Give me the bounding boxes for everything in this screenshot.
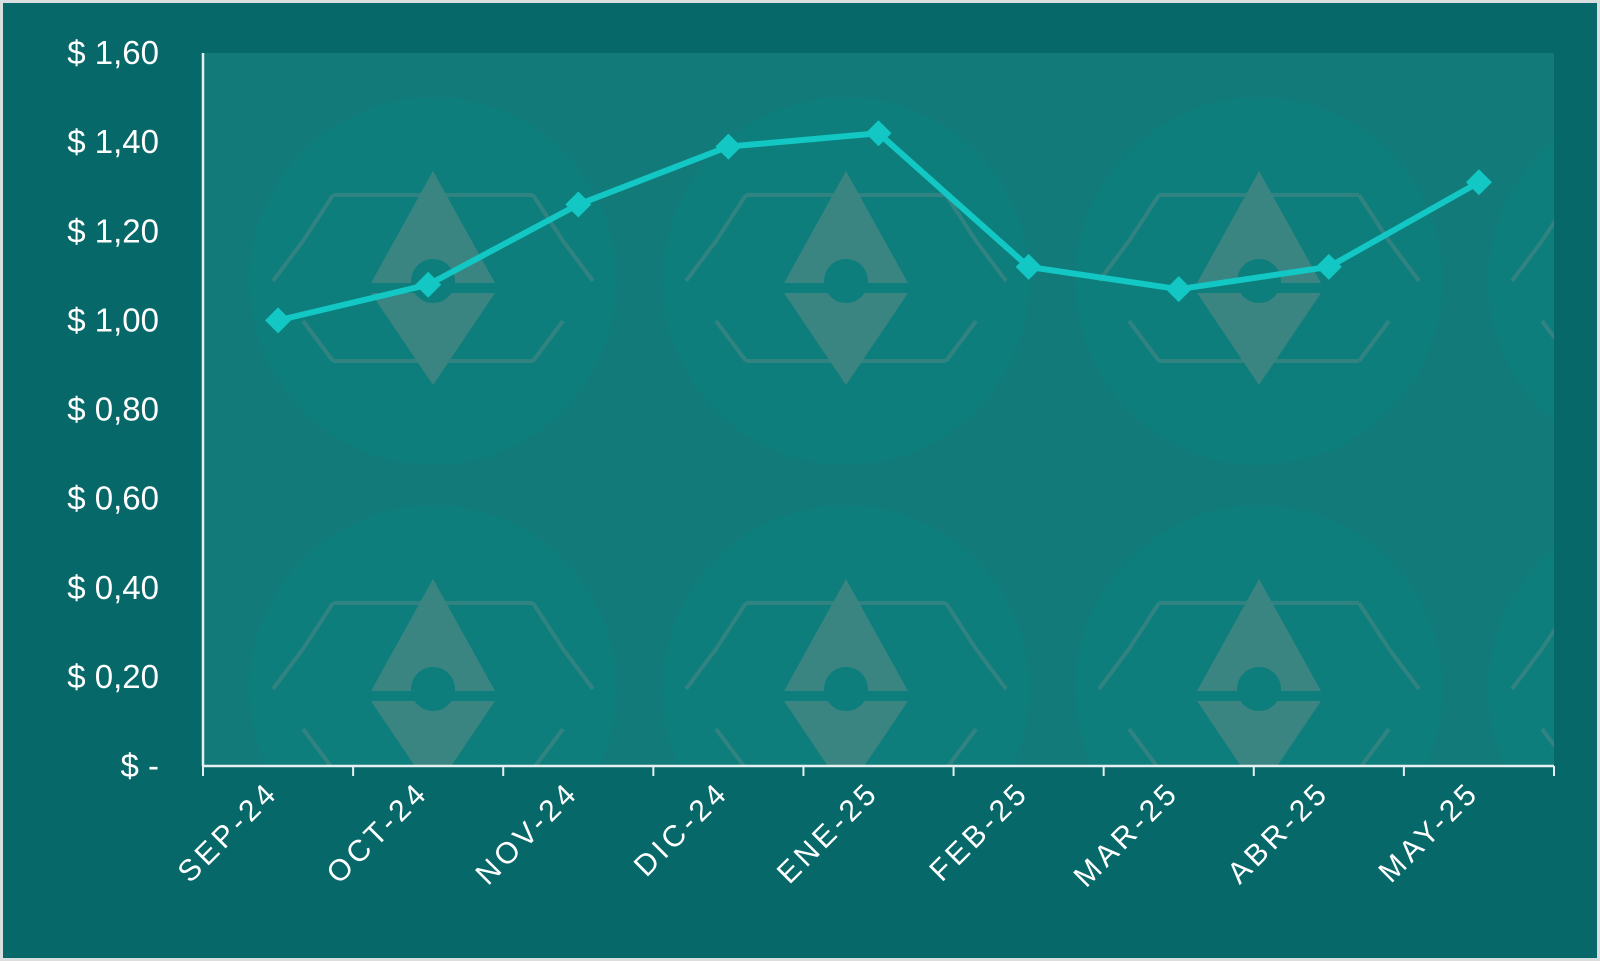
x-tick-label: ABR-25 <box>1221 776 1336 891</box>
watermark-diamond-bottom <box>371 701 495 766</box>
watermark-diamond-bottom <box>371 293 495 385</box>
y-tick-label: $ 0,20 <box>67 658 159 695</box>
watermark-circuit <box>1510 218 1554 341</box>
data-point-marker <box>1015 253 1042 280</box>
watermark-diamond-bottom <box>1197 701 1321 766</box>
y-tick-label: $ 1,60 <box>67 34 159 71</box>
watermark-diamond-top <box>1197 579 1321 691</box>
y-tick-label: $ 0,40 <box>67 569 159 606</box>
watermark-diamond-bottom <box>1197 293 1321 385</box>
watermark-logo <box>1488 139 1554 423</box>
y-tick-label: $ 0,80 <box>67 391 159 428</box>
watermark-logo <box>1075 97 1443 465</box>
watermark-diamond-top <box>1197 171 1321 283</box>
y-tick-label: $ - <box>120 747 159 784</box>
watermark-circle <box>1488 547 1554 766</box>
watermark-diamond-bottom <box>784 701 908 766</box>
watermark-logo <box>1488 547 1554 766</box>
x-tick-label: MAR-25 <box>1068 776 1186 894</box>
data-point-marker <box>565 191 592 218</box>
data-point-marker <box>1465 169 1492 196</box>
data-point-marker <box>1165 276 1192 303</box>
x-tick-label: FEB-25 <box>923 776 1035 888</box>
watermark-center <box>1237 259 1281 303</box>
axes <box>201 53 1555 776</box>
y-tick-label: $ 0,60 <box>67 480 159 517</box>
y-tick-label: $ 1,20 <box>67 212 159 249</box>
watermark-circle <box>1488 139 1554 423</box>
watermark-center <box>411 667 455 711</box>
series-layer <box>265 120 1492 334</box>
data-point-marker <box>715 133 742 160</box>
x-axis-ticks: SEP-24 OCT-24 NOV-24 DIC-24 ENE-25 FEB-25 MAR-… <box>172 776 1486 894</box>
watermark-diamond-top <box>371 579 495 691</box>
x-tick-label: NOV-24 <box>469 776 585 892</box>
watermark-center <box>824 259 868 303</box>
y-axis-ticks: $ - $ 0,20 $ 0,40 $ 0,60 $ 0,80 $ 1,00 $ 1,20 $… <box>67 34 159 784</box>
watermark-center <box>1237 667 1281 711</box>
y-tick-label: $ 1,00 <box>67 301 159 338</box>
x-tick-label: SEP-24 <box>172 776 285 889</box>
watermark-diamond-top <box>784 171 908 283</box>
watermark-logo <box>662 505 1030 766</box>
watermark-diamond-bottom <box>784 293 908 385</box>
data-point-marker <box>415 271 442 298</box>
x-tick-label: MAY-25 <box>1372 776 1485 889</box>
watermark-logo <box>1075 505 1443 766</box>
watermark-diamond-top <box>784 579 908 691</box>
data-point-marker <box>1315 253 1342 280</box>
watermark-center <box>824 667 868 711</box>
data-point-marker <box>865 120 892 147</box>
watermark-circuit <box>1510 626 1554 749</box>
x-tick-label: OCT-24 <box>321 776 436 891</box>
x-tick-label: ENE-25 <box>771 776 886 891</box>
y-tick-label: $ 1,40 <box>67 123 159 160</box>
watermark-diamond-top <box>371 171 495 283</box>
data-point-marker <box>265 307 292 334</box>
x-tick-label: DIC-24 <box>628 776 736 884</box>
line-chart: $ - $ 0,20 $ 0,40 $ 0,60 $ 0,80 $ 1,00 $ 1,20 $… <box>67 34 1555 894</box>
watermark-logo <box>249 505 617 766</box>
